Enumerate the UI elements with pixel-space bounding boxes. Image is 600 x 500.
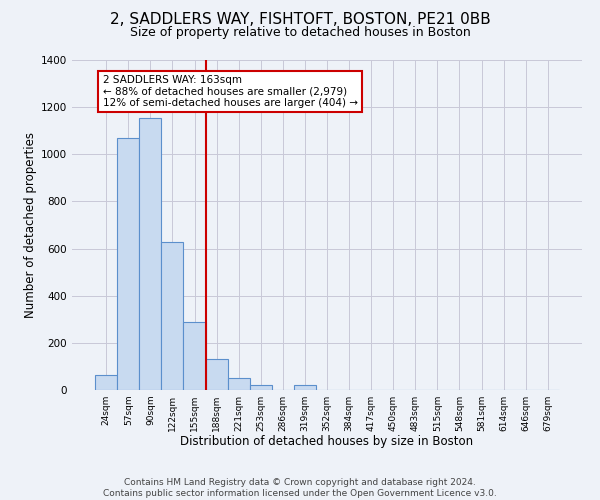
Bar xyxy=(206,360,227,390)
Text: 2, SADDLERS WAY, FISHTOFT, BOSTON, PE21 0BB: 2, SADDLERS WAY, FISHTOFT, BOSTON, PE21 … xyxy=(110,12,490,28)
Bar xyxy=(161,242,184,390)
Bar xyxy=(294,386,316,390)
Bar xyxy=(117,138,139,390)
Bar xyxy=(139,118,161,390)
Text: Contains HM Land Registry data © Crown copyright and database right 2024.
Contai: Contains HM Land Registry data © Crown c… xyxy=(103,478,497,498)
Bar xyxy=(250,386,272,390)
Bar xyxy=(95,374,117,390)
Y-axis label: Number of detached properties: Number of detached properties xyxy=(24,132,37,318)
Bar xyxy=(227,378,250,390)
X-axis label: Distribution of detached houses by size in Boston: Distribution of detached houses by size … xyxy=(181,436,473,448)
Bar xyxy=(184,322,206,390)
Text: 2 SADDLERS WAY: 163sqm
← 88% of detached houses are smaller (2,979)
12% of semi-: 2 SADDLERS WAY: 163sqm ← 88% of detached… xyxy=(103,75,358,108)
Text: Size of property relative to detached houses in Boston: Size of property relative to detached ho… xyxy=(130,26,470,39)
